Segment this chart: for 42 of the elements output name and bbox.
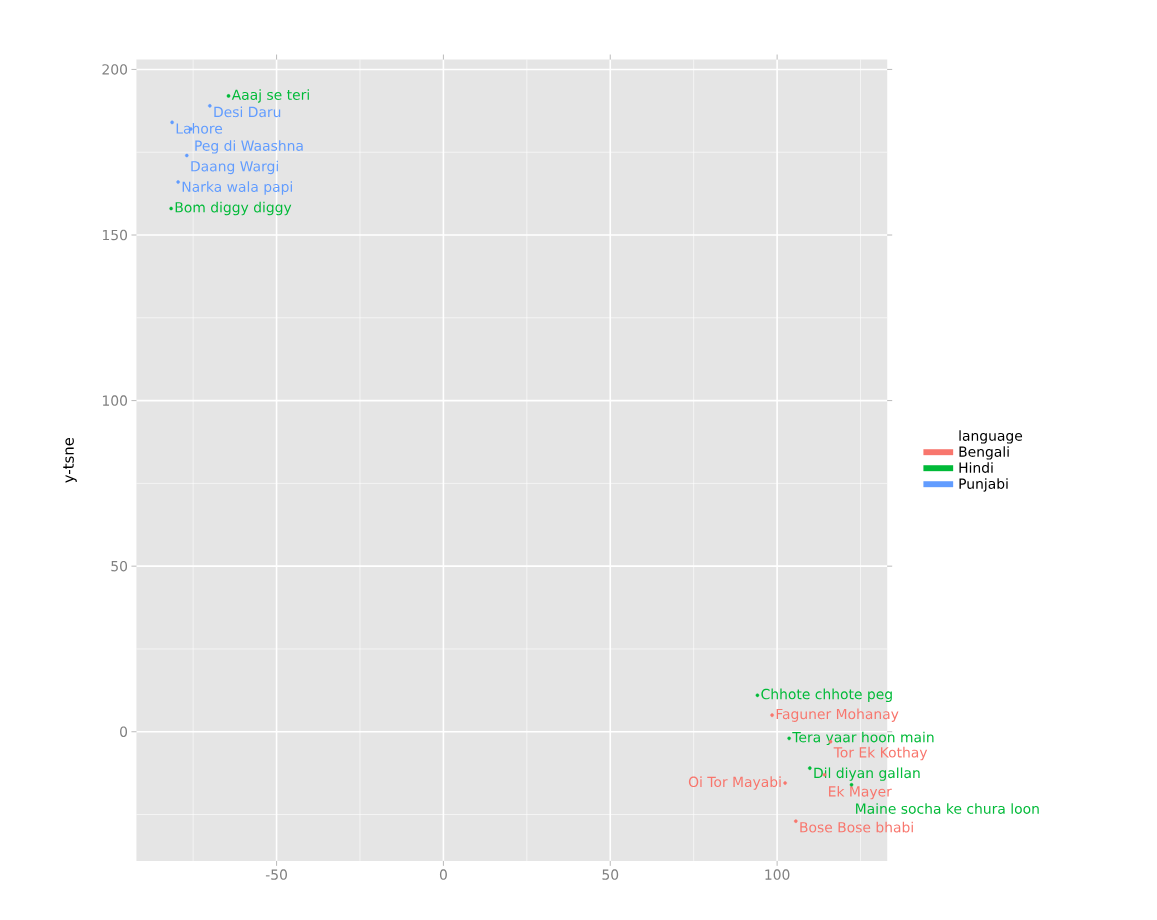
point	[185, 153, 189, 158]
data-label: Bom diggy diggy	[175, 201, 292, 216]
data-label: Tor Ek Kothay	[833, 746, 928, 761]
y-tick-label: 200	[102, 63, 128, 75]
point	[170, 120, 174, 124]
data-label: Narka wala papi	[182, 181, 292, 195]
point	[787, 736, 791, 740]
data-label: Aaaj se teri	[231, 89, 309, 103]
data-label: Faguner Mohanay	[776, 708, 899, 722]
point	[783, 781, 787, 785]
y-tick-label: 0	[120, 726, 128, 737]
x-tick-label: 0	[439, 869, 447, 880]
point	[208, 103, 212, 108]
y-tick-label: 100	[102, 395, 128, 406]
legend-title: language	[959, 429, 1023, 444]
data-label: Lahore	[176, 122, 223, 134]
data-label: Bose Bose bhabi	[800, 821, 913, 833]
point	[169, 206, 173, 211]
point	[794, 819, 798, 823]
data-label: Peg di Waashna	[195, 139, 303, 154]
data-label: Maine socha ke chura loon	[856, 802, 1039, 814]
y-tick-label: 150	[102, 229, 128, 241]
data-label: Desi Daru	[214, 106, 281, 117]
legend-label: Hindi	[959, 461, 993, 473]
point	[808, 766, 812, 770]
data-label: Ek Mayer	[829, 785, 892, 800]
point	[226, 93, 231, 98]
x-tick-label: 50	[602, 869, 619, 880]
data-label: Dil diyan gallan	[814, 767, 920, 781]
data-label: Daang Wargi	[191, 160, 278, 174]
data-label: Oi Tor Mayabi	[688, 776, 781, 790]
x-tick-label: 100	[765, 869, 790, 880]
y-axis-title: y-tsne	[63, 437, 77, 483]
x-tick-label: -50	[265, 869, 287, 880]
point	[770, 713, 774, 717]
legend-label: Punjabi	[959, 477, 1008, 492]
point	[755, 693, 760, 697]
y-tick-label: 50	[111, 560, 128, 572]
point	[176, 180, 180, 184]
data-label: Chhote chhote peg	[761, 688, 892, 702]
data-label: Tera yaar hoon main	[792, 731, 934, 745]
legend-label: Bengali	[959, 445, 1009, 460]
